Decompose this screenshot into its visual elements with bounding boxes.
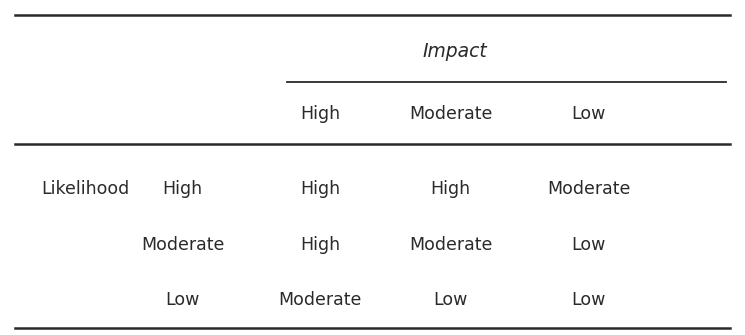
Text: Moderate: Moderate — [409, 105, 492, 123]
Text: Low: Low — [571, 105, 606, 123]
Text: Moderate: Moderate — [409, 236, 492, 254]
Text: Low: Low — [571, 236, 606, 254]
Text: High: High — [162, 180, 203, 198]
Text: Moderate: Moderate — [279, 291, 362, 309]
Text: Low: Low — [434, 291, 468, 309]
Text: High: High — [300, 105, 340, 123]
Text: Moderate: Moderate — [141, 236, 224, 254]
Text: High: High — [300, 180, 340, 198]
Text: Low: Low — [571, 291, 606, 309]
Text: Likelihood: Likelihood — [41, 180, 129, 198]
Text: High: High — [300, 236, 340, 254]
Text: Low: Low — [165, 291, 200, 309]
Text: High: High — [431, 180, 471, 198]
Text: Impact: Impact — [422, 43, 486, 61]
Text: Moderate: Moderate — [547, 180, 630, 198]
